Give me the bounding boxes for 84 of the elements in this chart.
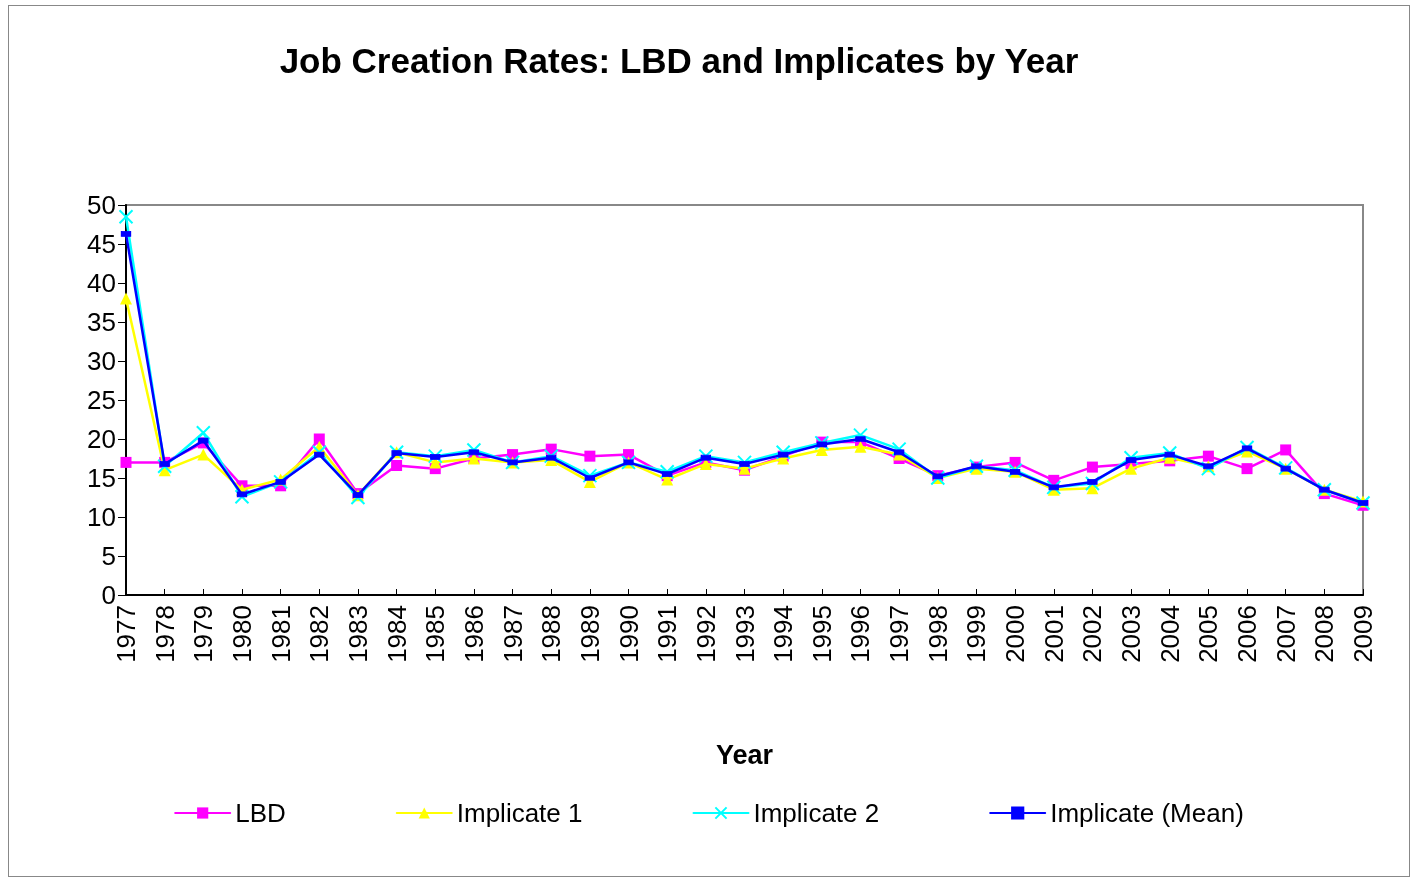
x-tick-label: 2006: [1232, 605, 1263, 663]
legend-label: Implicate (Mean): [1050, 798, 1244, 828]
point: [1358, 499, 1368, 506]
point: [313, 433, 325, 445]
x-tick-label: 1998: [922, 605, 953, 663]
point: [157, 458, 173, 474]
point: [1241, 463, 1253, 475]
point: [1239, 440, 1255, 456]
point: [737, 454, 752, 470]
x-tick-label: 1993: [729, 605, 760, 663]
x-tick-label: 1991: [652, 605, 683, 663]
x-tick-label: 2008: [1309, 605, 1340, 663]
x-tick-label: 2000: [1000, 605, 1031, 663]
y-tick-label: 5: [101, 541, 116, 571]
x-tick-label: 1999: [961, 605, 992, 663]
x-tick-label: 1984: [381, 605, 412, 663]
point: [427, 448, 443, 464]
x-tick-label: 1996: [845, 605, 876, 663]
point: [584, 450, 596, 462]
x-tick-label: 2002: [1077, 605, 1108, 663]
y-tick-label: 30: [87, 346, 116, 376]
point: [1202, 450, 1214, 462]
legend-label: Implicate 1: [456, 798, 583, 828]
x-tick-label: 1992: [690, 605, 721, 663]
x-tick-label: 2004: [1154, 605, 1185, 663]
point: [1123, 450, 1139, 466]
point: [1200, 461, 1216, 477]
point: [1084, 475, 1100, 491]
point: [1162, 445, 1178, 461]
legend-label: LBD: [235, 798, 286, 828]
point: [659, 464, 675, 480]
point: [121, 230, 131, 237]
legend-label: Implicate 2: [753, 798, 880, 828]
point: [1046, 479, 1062, 495]
x-tick-label: 1978: [149, 605, 180, 663]
x-tick-label: 1997: [884, 605, 915, 663]
y-tick-label: 40: [87, 268, 116, 298]
x-tick-label: 1981: [265, 605, 296, 663]
point: [891, 441, 907, 457]
x-tick-label: 1988: [536, 605, 567, 663]
x-tick-label: 1982: [304, 605, 335, 663]
point: [120, 456, 132, 468]
chart-title: Job Creation Rates: LBD and Implicates by Year: [279, 41, 1079, 80]
point: [543, 448, 559, 464]
point: [466, 442, 482, 458]
point: [582, 468, 598, 484]
point: [775, 444, 791, 460]
x-tick-label: 1986: [458, 605, 489, 663]
point: [120, 292, 132, 305]
y-tick-label: 15: [87, 463, 116, 493]
x-tick-label: 1985: [420, 605, 451, 663]
x-tick-label: 1979: [188, 605, 219, 663]
y-tick-label: 50: [87, 190, 116, 220]
y-tick-label: 35: [87, 307, 116, 337]
point: [852, 427, 868, 443]
x-tick-label: 1994: [768, 605, 799, 663]
x-tick-label: 2001: [1038, 605, 1069, 663]
point: [234, 489, 250, 505]
y-tick-label: 25: [87, 385, 116, 415]
point: [1280, 444, 1292, 456]
point: [118, 209, 134, 225]
x-tick-label: 1983: [342, 605, 373, 663]
x-axis-title: Year: [715, 739, 774, 770]
point: [698, 448, 714, 464]
x-tick-label: 1987: [497, 605, 528, 663]
x-tick-label: 1990: [613, 605, 644, 663]
point: [311, 444, 327, 460]
x-tick-label: 2003: [1116, 605, 1147, 663]
y-tick-label: 20: [87, 424, 116, 454]
point: [1086, 461, 1098, 473]
y-tick-label: 10: [87, 502, 116, 532]
x-tick-label: 2009: [1348, 605, 1378, 663]
x-tick-label: 1995: [806, 605, 837, 663]
x-tick-label: 1989: [574, 605, 605, 663]
y-tick-label: 45: [87, 229, 116, 259]
point: [391, 460, 403, 472]
x-tick-label: 2007: [1270, 605, 1301, 663]
x-tick-label: 1980: [226, 605, 257, 663]
x-tick-label: 2005: [1193, 605, 1224, 663]
point: [273, 474, 289, 490]
point: [854, 440, 867, 453]
point: [195, 425, 211, 441]
point: [197, 448, 210, 461]
point: [1125, 462, 1138, 475]
